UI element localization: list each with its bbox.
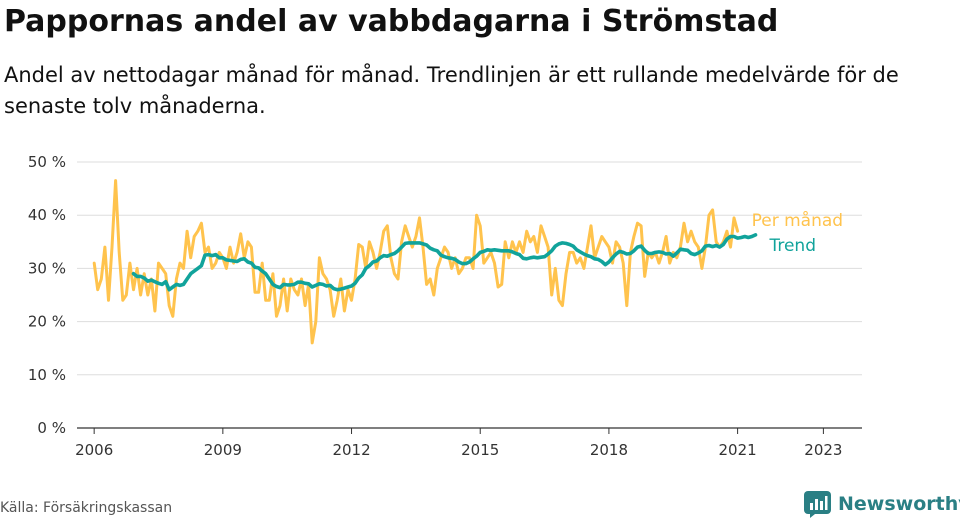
y-tick-label: 30 % <box>28 259 66 277</box>
y-tick-label: 50 % <box>28 153 66 171</box>
bar-chart-icon <box>804 490 831 518</box>
x-tick-label: 2012 <box>332 441 370 459</box>
series-lines <box>92 179 758 345</box>
series-line-monthly <box>92 179 740 345</box>
x-tick-label: 2009 <box>204 441 242 459</box>
grid-lines <box>77 161 862 429</box>
chart-subtitle: Andel av nettodagar månad för månad. Tre… <box>4 63 899 118</box>
x-tick-label: 2021 <box>719 441 757 459</box>
brand-name: Newsworthy <box>838 493 960 515</box>
chart-title: Pappornas andel av vabbdagarna i Strömst… <box>4 4 779 39</box>
legend-label-trend: Trend <box>768 236 816 256</box>
y-tick-label: 40 % <box>28 206 66 224</box>
legend: Per månad Trend <box>752 210 843 256</box>
y-tick-label: 20 % <box>28 313 66 331</box>
source-note: Källa: Försäkringskassan <box>0 500 173 516</box>
y-axis-tick-labels: 0 % 10 % 20 % 30 % 40 % 50 % <box>28 153 66 437</box>
legend-label-monthly: Per månad <box>752 210 843 231</box>
brand-logo: Newsworthy <box>804 489 960 519</box>
x-tick-label: 2023 <box>804 441 842 459</box>
x-tick-label: 2015 <box>461 441 499 459</box>
x-tick-label: 2018 <box>590 441 628 459</box>
series-line-trend <box>131 233 758 292</box>
x-tick-label: 2006 <box>75 441 113 459</box>
x-axis-ticks: 2006 2009 2012 2015 2018 2021 2023 <box>75 428 842 459</box>
y-tick-label: 10 % <box>28 366 66 384</box>
y-tick-label: 0 % <box>37 419 66 437</box>
